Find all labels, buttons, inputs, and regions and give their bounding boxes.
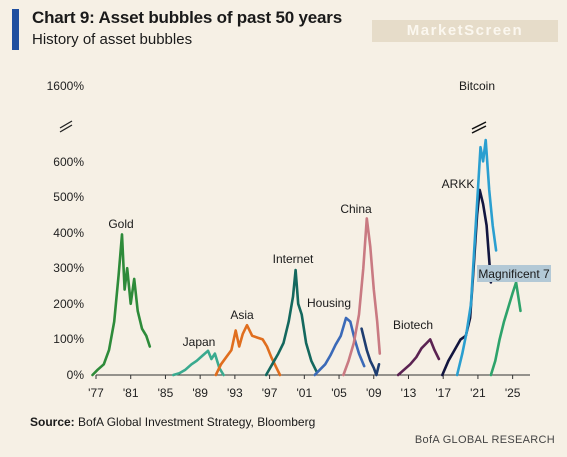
- series-line-gold: [91, 233, 152, 377]
- source-note: Source: BofA Global Investment Strategy,…: [30, 415, 315, 429]
- series-label-biotech: Biotech: [393, 318, 433, 332]
- series-line-china: [342, 217, 382, 377]
- y-axis-break-mark: [59, 120, 73, 129]
- series-label-bitcoin: Bitcoin: [459, 79, 495, 93]
- title-accent-bar: [12, 9, 19, 50]
- x-tick-label: '81: [123, 386, 139, 400]
- x-tick-label: '97: [262, 386, 278, 400]
- series-line-magnificent-7: [489, 281, 522, 377]
- y-tick-label: 500%: [53, 190, 84, 204]
- y-tick-label: 0%: [67, 368, 85, 382]
- series-label-box: [477, 265, 551, 282]
- watermark-logo: MarketScreen: [372, 20, 558, 42]
- series-break-mark: [471, 125, 487, 134]
- x-tick-label: '77: [88, 386, 104, 400]
- y-tick-label: 1600%: [47, 79, 85, 93]
- series-label-arkk: ARKK: [442, 177, 475, 191]
- series-label-magnificent-7: Magnificent 7: [478, 267, 550, 281]
- series-line-housing: [313, 316, 366, 377]
- y-axis-break-mark: [59, 124, 73, 133]
- x-tick-label: '17: [435, 386, 451, 400]
- chart-subtitle: History of asset bubbles: [32, 31, 193, 48]
- series-line-biotech: [396, 338, 441, 377]
- series-line-asia: [214, 323, 282, 377]
- series-label-housing: Housing: [307, 296, 351, 310]
- credit-label: BofA GLOBAL RESEARCH: [414, 434, 555, 446]
- x-tick-label: '13: [401, 386, 417, 400]
- y-tick-label: 400%: [53, 226, 84, 240]
- series-line-japan: [172, 349, 225, 377]
- x-tick-label: '89: [192, 386, 208, 400]
- y-tick-label: 100%: [53, 332, 84, 346]
- series-line-arkk: [441, 188, 493, 377]
- series-break-mark: [471, 121, 487, 130]
- series-label-japan: Japan: [183, 335, 216, 349]
- source-label: Source:: [30, 415, 75, 429]
- series-line-bitcoin: [455, 138, 498, 377]
- series-label-asia: Asia: [230, 308, 254, 322]
- y-tick-label: 600%: [53, 155, 84, 169]
- series-label-china: China: [340, 202, 372, 216]
- x-tick-label: '05: [331, 386, 347, 400]
- series-line-bofa-global-series-7: [360, 327, 381, 377]
- y-tick-label: 200%: [53, 297, 84, 311]
- x-tick-label: '09: [366, 386, 382, 400]
- source-text: BofA Global Investment Strategy, Bloombe…: [74, 415, 316, 429]
- x-tick-label: '25: [505, 386, 521, 400]
- y-tick-label: 300%: [53, 261, 84, 275]
- x-tick-label: '85: [158, 386, 174, 400]
- series-label-internet: Internet: [273, 252, 314, 266]
- series-label-gold: Gold: [108, 217, 133, 231]
- chart-title: Chart 9: Asset bubbles of past 50 years: [32, 8, 342, 27]
- x-tick-label: '21: [470, 386, 486, 400]
- x-tick-label: '93: [227, 386, 243, 400]
- series-line-internet: [264, 268, 318, 377]
- x-tick-label: '01: [296, 386, 312, 400]
